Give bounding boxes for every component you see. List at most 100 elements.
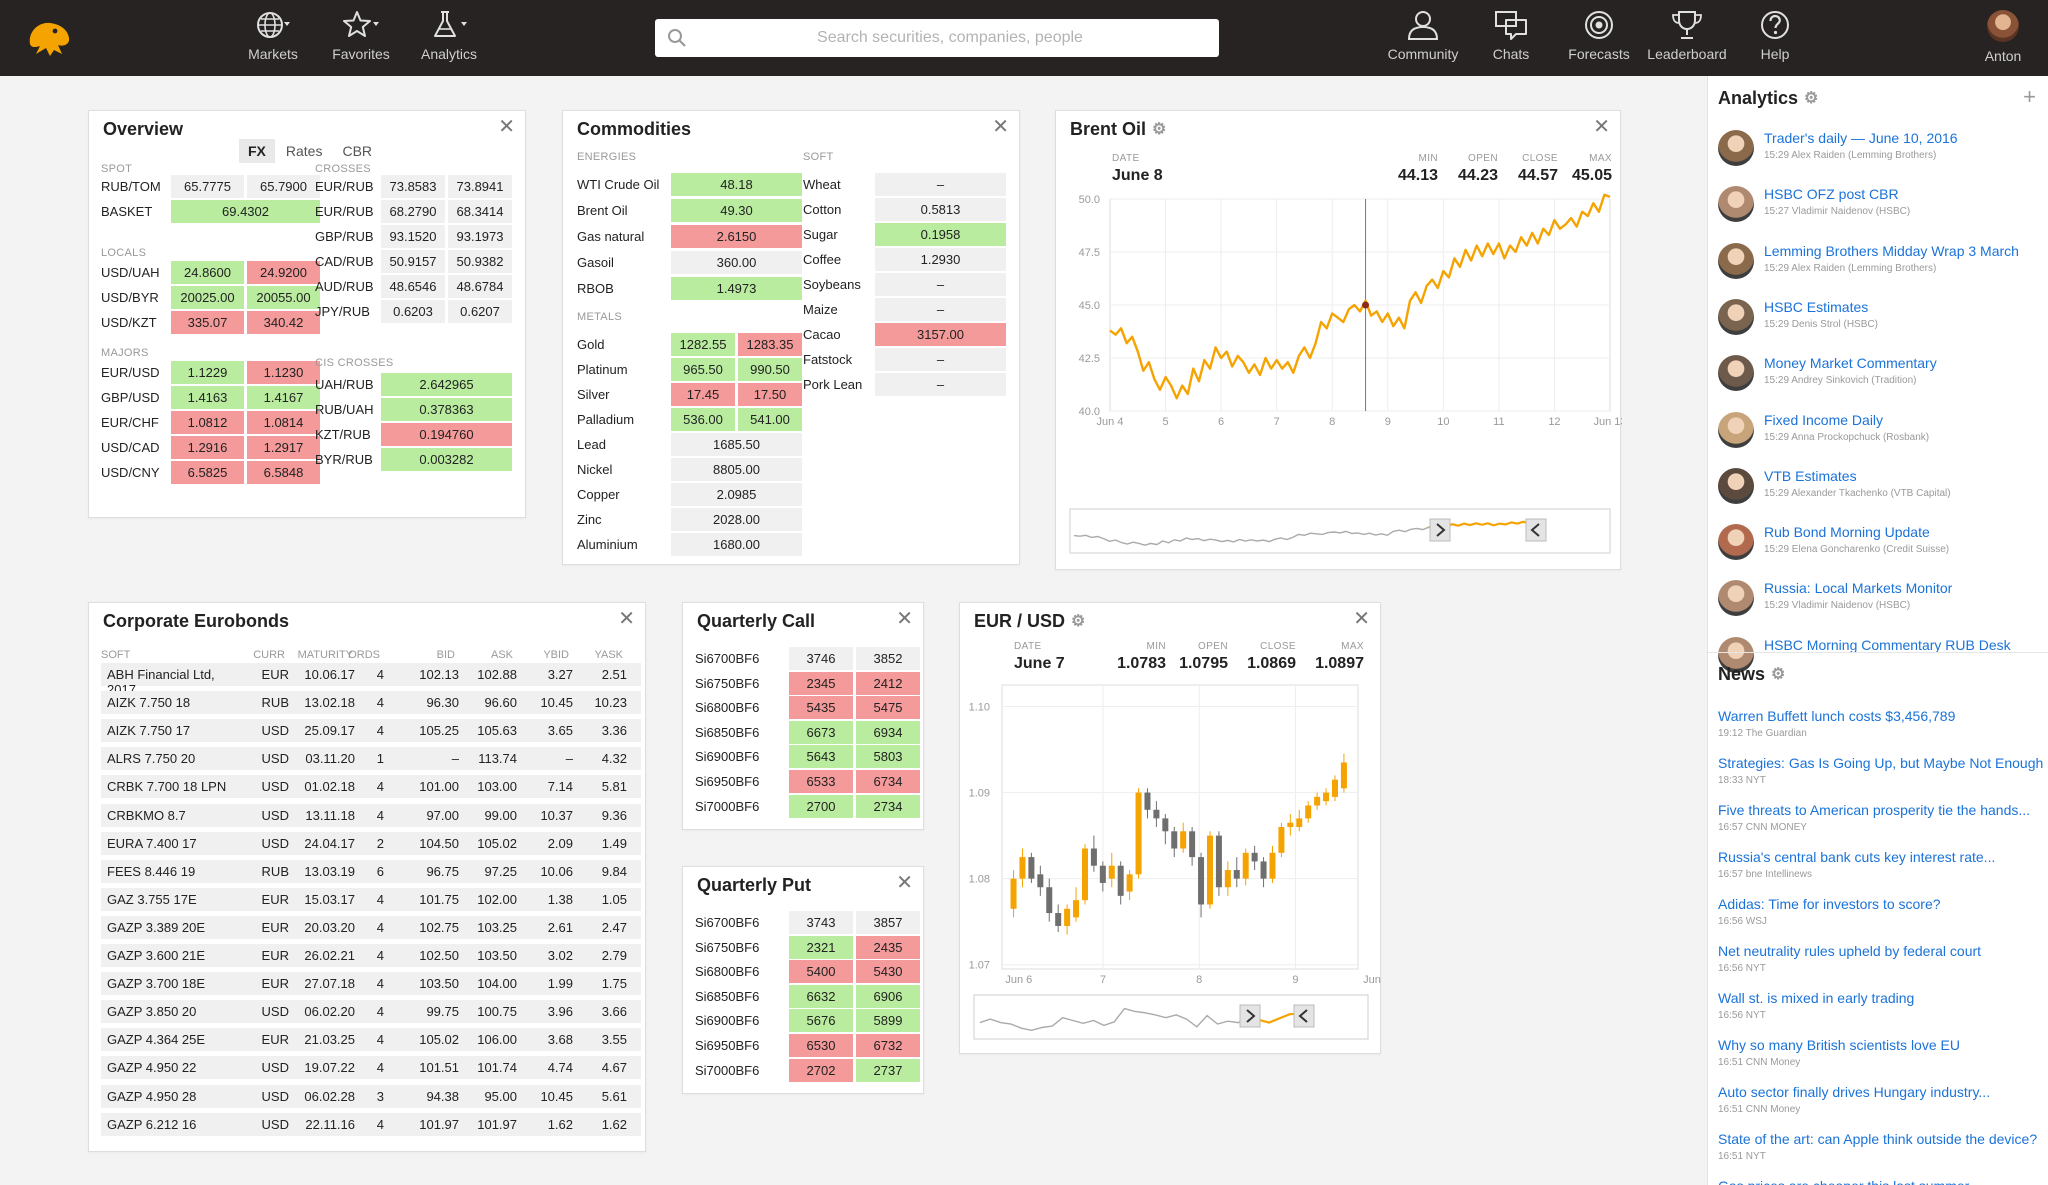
table-row[interactable]: ABH Financial Ltd, 2017 EUR 10.06.17 4 102.1… [101, 663, 641, 697]
metal-row[interactable]: Silver 17.45 17.50 [577, 383, 802, 406]
qput-row[interactable]: Si6800BF6 5400 5430 [695, 960, 921, 984]
crosses-row[interactable]: CAD/RUB 50.9157 50.9382 [315, 250, 512, 273]
bonds-col-soft[interactable]: SOFT [101, 649, 131, 661]
soft-row[interactable]: Cotton 0.5813 [803, 198, 1006, 221]
cis-row[interactable]: BYR/RUB 0.003282 [315, 448, 512, 471]
navigator-right-handle[interactable] [1293, 1004, 1315, 1028]
news-item-title[interactable]: Auto sector finally drives Hungary indus… [1718, 1084, 1991, 1100]
locals-row[interactable]: USD/UAH 24.8600 24.9200 [101, 261, 320, 284]
metal-row[interactable]: Lead 1685.50 [577, 433, 802, 456]
soft-row[interactable]: Sugar 0.1958 [803, 223, 1006, 246]
crosses-row[interactable]: JPY/RUB 0.6203 0.6207 [315, 300, 512, 323]
brent-navigator[interactable] [1069, 508, 1611, 554]
soft-row[interactable]: Coffee 1.2930 [803, 248, 1006, 271]
majors-row[interactable]: EUR/USD 1.1229 1.1230 [101, 361, 320, 384]
analytics-item-title[interactable]: Fixed Income Daily [1764, 411, 1884, 428]
analytics-item-title[interactable]: Trader's daily — June 10, 2016 [1764, 130, 1958, 146]
table-row[interactable]: GAZP 3.389 20E EUR 20.03.20 4 102.75 103.25 2.… [101, 915, 641, 939]
bonds-col-yask[interactable]: YASK [594, 649, 623, 661]
close-icon[interactable]: ✕ [896, 872, 913, 894]
soft-row[interactable]: Soybeans – [803, 273, 1006, 296]
analytics-item-title[interactable]: HSBC OFZ post CBR [1764, 186, 1899, 203]
crosses-row[interactable]: EUR/RUB 73.8583 73.8941 [315, 175, 512, 198]
qcall-row[interactable]: Si6950BF6 6533 6734 [695, 770, 921, 793]
search-box[interactable] [655, 19, 1219, 57]
bonds-col-curr[interactable]: CURR [253, 649, 285, 661]
energy-row[interactable]: Gasoil 360.00 [577, 251, 802, 274]
close-icon[interactable]: ✕ [1353, 608, 1370, 630]
bonds-col-ask[interactable]: ASK [490, 649, 513, 661]
news-item-title[interactable]: Net neutrality rules upheld by federal c… [1718, 943, 1982, 959]
gear-icon[interactable]: ⚙ [1804, 90, 1819, 107]
list-item[interactable]: VTB Estimates 15:29 Alexander Tkachenko (… [1718, 466, 2043, 516]
analytics-item-title[interactable]: HSBC Morning Commentary RUB Desk [1764, 636, 2011, 653]
table-row[interactable]: GAZP 6.212 16 USD 22.11.16 4 101.97 101.97 1.6… [101, 1112, 641, 1136]
nav-chats[interactable]: Chats [1466, 10, 1556, 70]
cis-row[interactable]: RUB/UAH 0.378363 [315, 398, 512, 421]
bonds-col-maturity[interactable]: MATURITY [297, 649, 353, 661]
close-icon[interactable]: ✕ [992, 116, 1009, 138]
metal-row[interactable]: Platinum 965.50 990.50 [577, 358, 802, 381]
user-menu[interactable]: Anton [1958, 10, 2048, 70]
table-row[interactable]: CRBKMO 8.7 USD 13.11.18 4 97.00 99.00 10.37 9.3… [101, 803, 641, 827]
list-item[interactable]: Auto sector finally drives Hungary indus… [1718, 1084, 2043, 1124]
list-item[interactable]: Warren Buffett lunch costs $3,456,789 19:… [1718, 708, 2043, 748]
news-item-title[interactable]: Russia's central bank cuts key interest … [1718, 849, 1996, 865]
list-item[interactable]: HSBC Estimates 15:29 Denis Strol (HSBC) [1718, 297, 2043, 347]
list-item[interactable]: HSBC Morning Commentary RUB Desk [1718, 635, 2043, 685]
bonds-col-ords[interactable]: ORDS [348, 649, 380, 661]
energy-row[interactable]: WTI Crude Oil 48.18 [577, 173, 802, 196]
gear-icon[interactable]: ⚙ [1771, 666, 1786, 683]
navigator-left-handle[interactable] [1429, 518, 1451, 542]
energy-row[interactable]: RBOB 1.4973 [577, 277, 802, 300]
close-icon[interactable]: ✕ [618, 608, 635, 630]
close-icon[interactable]: ✕ [498, 116, 515, 138]
table-row[interactable]: ALRS 7.750 20 USD 03.11.20 1 – 113.74 – 4.32 [101, 747, 641, 771]
metal-row[interactable]: Gold 1282.55 1283.35 [577, 333, 802, 356]
metal-row[interactable]: Palladium 536.00 541.00 [577, 408, 802, 431]
cis-row[interactable]: UAH/RUB 2.642965 [315, 373, 512, 396]
energy-row[interactable]: Gas natural 2.6150 [577, 225, 802, 248]
tab-fx[interactable]: FX [239, 139, 275, 163]
close-icon[interactable]: ✕ [1593, 116, 1610, 138]
table-row[interactable]: GAZP 4.950 22 USD 19.07.22 4 101.51 101.74 4.7… [101, 1056, 641, 1080]
table-row[interactable]: FEES 8.446 19 RUB 13.03.19 6 96.75 97.25 10.06… [101, 859, 641, 883]
list-item[interactable]: Fixed Income Daily 15:29 Anna Prockopchuc… [1718, 410, 2043, 460]
list-item[interactable]: State of the art: can Apple think outsid… [1718, 1131, 2043, 1171]
qput-row[interactable]: Si6750BF6 2321 2435 [695, 935, 921, 959]
list-item[interactable]: Money Market Commentary 15:29 Andrey Sink… [1718, 353, 2043, 403]
list-item[interactable]: Wall st. is mixed in early trading 16:56 … [1718, 990, 2043, 1030]
locals-row[interactable]: USD/KZT 335.07 340.42 [101, 311, 320, 334]
navigator-left-handle[interactable] [1239, 1004, 1261, 1028]
nav-analytics[interactable]: Analytics [404, 10, 494, 70]
qcall-row[interactable]: Si6700BF6 3746 3852 [695, 647, 921, 670]
qput-row[interactable]: Si6900BF6 5676 5899 [695, 1009, 921, 1033]
nav-help[interactable]: Help [1730, 10, 1820, 70]
frog-logo-icon[interactable] [24, 14, 74, 62]
energy-row[interactable]: Brent Oil 49.30 [577, 199, 802, 222]
majors-row[interactable]: USD/CAD 1.2916 1.2917 [101, 436, 320, 459]
table-row[interactable]: GAZP 3.700 18E EUR 27.07.18 4 103.50 104.00 1.… [101, 972, 641, 996]
bonds-col-bid[interactable]: BID [436, 649, 455, 661]
analytics-item-title[interactable]: Lemming Brothers Midday Wrap 3 March [1764, 242, 2019, 259]
crosses-row[interactable]: EUR/RUB 68.2790 68.3414 [315, 200, 512, 223]
list-item[interactable]: Lemming Brothers Midday Wrap 3 March 15:2… [1718, 241, 2043, 291]
news-item-title[interactable]: Wall st. is mixed in early trading [1718, 990, 1915, 1006]
news-item-title[interactable]: Five threats to American prosperity tie … [1718, 802, 2031, 818]
soft-row[interactable]: Pork Lean – [803, 373, 1006, 396]
news-item-title[interactable]: Gas prices are cheaper this last summer [1718, 1178, 1969, 1185]
qcall-row[interactable]: Si6900BF6 5643 5803 [695, 745, 921, 769]
qput-row[interactable]: Si7000BF6 2702 2737 [695, 1058, 921, 1082]
analytics-item-title[interactable]: VTB Estimates [1764, 467, 1857, 484]
table-row[interactable]: EURA 7.400 17 USD 24.04.17 2 104.50 105.02 2.0… [101, 831, 641, 855]
soft-row[interactable]: Wheat – [803, 173, 1006, 196]
majors-row[interactable]: USD/CNY 6.5825 6.5848 [101, 461, 320, 484]
nav-forecasts[interactable]: Forecasts [1554, 10, 1644, 70]
qcall-row[interactable]: Si7000BF6 2700 2734 [695, 794, 921, 818]
bonds-col-ybid[interactable]: YBID [543, 649, 569, 661]
soft-row[interactable]: Fatstock – [803, 348, 1006, 371]
metal-row[interactable]: Zinc 2028.00 [577, 508, 802, 531]
table-row[interactable]: GAZP 4.950 28 USD 06.02.28 3 94.38 95.00 10.45… [101, 1084, 641, 1108]
gear-icon[interactable]: ⚙ [1152, 121, 1167, 138]
